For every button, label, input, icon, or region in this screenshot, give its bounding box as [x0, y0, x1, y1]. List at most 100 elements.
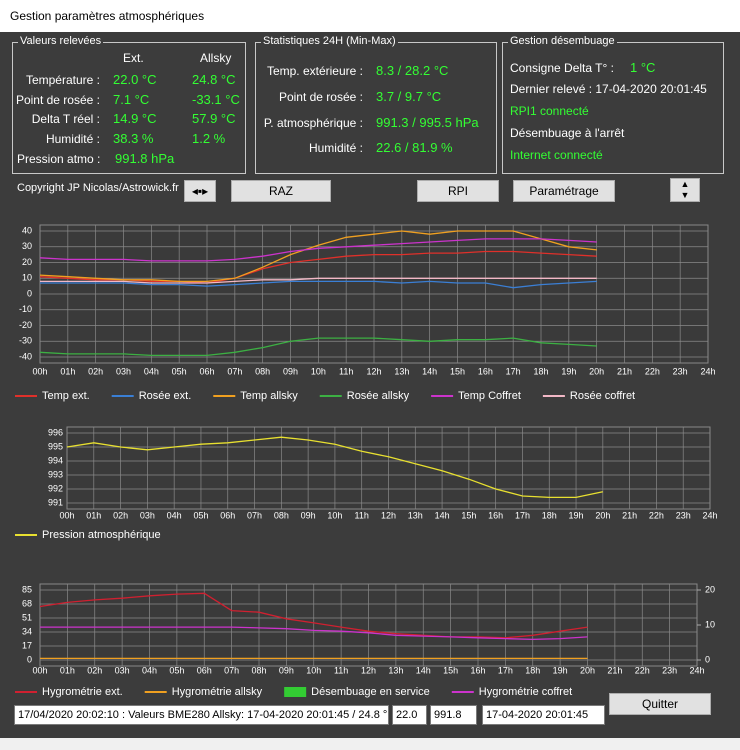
- y2-tick-label: 10: [705, 619, 715, 629]
- status-field: 17-04-2020 20:01:45: [482, 705, 605, 725]
- x-tick-label: 13h: [408, 510, 423, 520]
- x-tick-label: 04h: [144, 366, 159, 376]
- x-tick-label: 03h: [140, 510, 155, 520]
- row-label: Point de rosée :: [15, 93, 100, 107]
- series-line: [39, 592, 588, 639]
- x-tick-label: 10h: [327, 510, 342, 520]
- x-tick-label: 18h: [525, 665, 540, 675]
- x-tick-label: 18h: [533, 366, 548, 376]
- x-tick-label: 07h: [224, 665, 239, 675]
- value: 57.9 °C: [192, 111, 236, 126]
- column-header: Ext.: [123, 51, 144, 65]
- copyright: Copyright JP Nicolas/Astrowick.fr: [17, 182, 179, 194]
- x-tick-label: 24h: [702, 510, 717, 520]
- charts: 00h 01h 02h 03h 04h 05h 06h 07h 08h 09h 10h 11h 12h 1…: [15, 224, 718, 698]
- x-tick-label: 15h: [450, 366, 465, 376]
- value: 22.6 / 81.9 %: [376, 140, 453, 155]
- legend-label: Temp Coffret: [458, 390, 521, 402]
- value: 991.8 hPa: [115, 151, 175, 166]
- row-label: Consigne Delta T° :: [510, 61, 614, 75]
- row-label: Humidité :: [45, 132, 100, 146]
- x-tick-label: 06h: [199, 366, 214, 376]
- x-tick-label: 19h: [569, 510, 584, 520]
- row-label: Température :: [25, 73, 100, 87]
- series-line: [40, 280, 597, 289]
- x-tick-label: 21h: [622, 510, 637, 520]
- y-tick-label: 996: [48, 427, 63, 437]
- x-tick-label: 12h: [381, 510, 396, 520]
- x-tick-label: 16h: [478, 366, 493, 376]
- y-tick-label: 30: [22, 241, 32, 251]
- value: 991.3 / 995.5 hPa: [376, 115, 479, 130]
- x-tick-label: 05h: [193, 510, 208, 520]
- value: 8.3 / 28.2 °C: [376, 63, 449, 78]
- x-tick-label: 07h: [227, 366, 242, 376]
- readings-box: [12, 42, 246, 174]
- x-tick-label: 01h: [60, 665, 75, 675]
- button[interactable]: RAZ: [231, 180, 331, 202]
- x-tick-label: 23h: [676, 510, 691, 520]
- x-tick-label: 02h: [88, 366, 103, 376]
- series-line: [40, 277, 597, 284]
- y-tick-label: 10: [22, 273, 32, 283]
- legend-label: Hygrométrie allsky: [172, 686, 263, 698]
- x-tick-label: 16h: [488, 510, 503, 520]
- row-label: Point de rosée :: [278, 90, 363, 104]
- box-title: Valeurs relevées: [18, 35, 104, 47]
- x-tick-label: 21h: [617, 366, 632, 376]
- x-tick-label: 09h: [279, 665, 294, 675]
- x-tick-label: 03h: [115, 665, 130, 675]
- y2-tick-label: 0: [705, 654, 710, 664]
- x-tick-label: 08h: [255, 366, 270, 376]
- x-tick-label: 20h: [580, 665, 595, 675]
- x-tick-label: 18h: [542, 510, 557, 520]
- x-tick-label: 17h: [498, 665, 513, 675]
- y-tick-label: 17: [22, 640, 32, 650]
- button[interactable]: RPI: [417, 180, 499, 202]
- value: 38.3 %: [113, 131, 154, 146]
- legend-label: Rosée ext.: [139, 390, 192, 402]
- legend-label: Hygrométrie ext.: [42, 686, 123, 698]
- x-tick-label: 11h: [334, 665, 348, 675]
- legend-label: Temp ext.: [42, 390, 90, 402]
- x-tick-label: 07h: [247, 510, 262, 520]
- x-tick-label: 17h: [515, 510, 530, 520]
- legend-swatch: [284, 687, 307, 697]
- x-tick-label: 03h: [116, 366, 131, 376]
- legend-label: Rosée allsky: [347, 390, 410, 402]
- updown-button[interactable]: ▲ ▼: [670, 178, 700, 202]
- row-label: Delta T réel :: [31, 112, 100, 126]
- x-tick-label: 23h: [662, 665, 677, 675]
- box-title: Gestion désembuage: [508, 35, 617, 47]
- y-tick-label: 991: [48, 497, 63, 507]
- status-field: 17/04/2020 20:02:10 : Valeurs BME280 All…: [14, 705, 389, 725]
- x-tick-label: 20h: [589, 366, 604, 376]
- x-tick-label: 08h: [274, 510, 289, 520]
- arrows-button[interactable]: ◂▪▸: [184, 180, 216, 202]
- x-tick-label: 22h: [635, 665, 650, 675]
- x-tick-label: 04h: [142, 665, 157, 675]
- y2-tick-label: 20: [705, 584, 715, 594]
- button[interactable]: Quitter: [609, 693, 711, 715]
- x-tick-label: 12h: [361, 665, 376, 675]
- x-tick-label: 13h: [388, 665, 403, 675]
- x-tick-label: 10h: [306, 665, 321, 675]
- x-tick-label: 10h: [311, 366, 326, 376]
- x-tick-label: 24h: [689, 665, 704, 675]
- series-line: [39, 337, 597, 357]
- legend-label: Rosée coffret: [570, 390, 635, 402]
- button[interactable]: Paramétrage: [513, 180, 615, 202]
- x-tick-label: 14h: [416, 665, 431, 675]
- title-bar: Gestion paramètres atmosphériques: [0, 0, 740, 32]
- x-tick-label: 12h: [366, 366, 381, 376]
- x-tick-label: 11h: [355, 510, 369, 520]
- value: 24.8 °C: [192, 72, 236, 87]
- y-tick-label: -10: [19, 304, 32, 314]
- x-tick-label: 00h: [59, 510, 74, 520]
- row-label: P. atmosphérique :: [263, 116, 363, 130]
- legend-label: Hygrométrie coffret: [479, 686, 572, 698]
- y-tick-label: -40: [19, 351, 32, 361]
- value: 22.0 °C: [113, 72, 157, 87]
- x-tick-label: 19h: [561, 366, 576, 376]
